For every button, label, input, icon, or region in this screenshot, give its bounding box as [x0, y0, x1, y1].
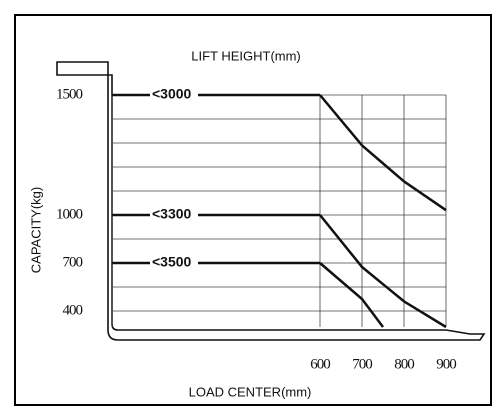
y-tick-label: 400	[63, 302, 83, 318]
y-tick-label: 1500	[56, 86, 83, 102]
chart-title: LIFT HEIGHT(mm)	[191, 48, 301, 63]
y-axis-label: CAPACITY(kg)	[28, 187, 43, 273]
x-tick-label: 700	[352, 356, 372, 372]
chart: LIFT HEIGHT(mm) CAPACITY(kg) LOAD CENTER…	[0, 0, 496, 410]
x-tick-label: 800	[394, 356, 414, 372]
y-tick-label: 1000	[56, 206, 83, 222]
x-axis-label: LOAD CENTER(mm)	[189, 384, 312, 399]
x-tick-label: 600	[310, 356, 330, 372]
series-label: <3500	[152, 254, 192, 270]
x-tick-label: 900	[436, 356, 456, 372]
y-tick-label: 700	[63, 254, 83, 270]
series-label: <3300	[152, 206, 192, 222]
series-label: <3000	[152, 86, 192, 102]
